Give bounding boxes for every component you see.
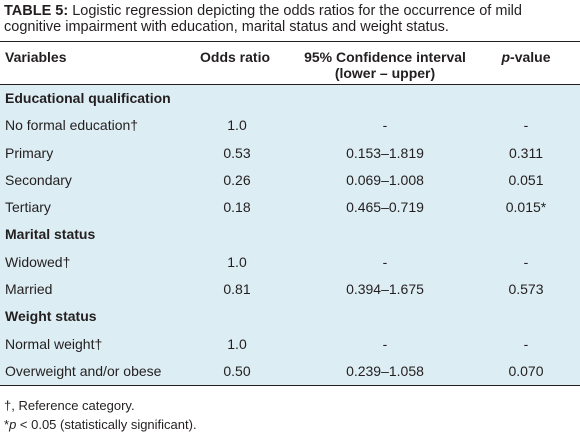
table-caption: TABLE 5: Logistic regression depicting t…	[4, 3, 576, 35]
note-sig-p: p	[9, 417, 17, 432]
cell-odds: 1.0	[227, 117, 247, 134]
table-row: Secondary 0.26 0.069–1.008 0.051	[0, 167, 580, 194]
cell-var: No formal education†	[5, 117, 139, 134]
cell-var: Tertiary	[5, 199, 51, 216]
cell-var: Overweight and/or obese	[5, 362, 162, 379]
header-p-rest: -value	[510, 49, 551, 65]
cell-ci: 0.239–1.058	[346, 362, 424, 379]
header-variables: Variables	[5, 49, 67, 65]
section-row: Marital status	[0, 221, 580, 248]
section-row: Weight status	[0, 303, 580, 330]
cell-odds: 0.18	[223, 199, 251, 216]
header-odds-ratio: Odds ratio	[200, 49, 271, 65]
cell-ci: 0.394–1.675	[346, 281, 424, 298]
table-caption-text: Logistic regression depicting the odds r…	[4, 3, 522, 35]
cell-ci: 0.069–1.008	[346, 171, 424, 188]
table-bottom-rule	[0, 385, 580, 387]
cell-ci: -	[382, 253, 388, 270]
header-p-italic: p	[501, 49, 511, 65]
header-ci-line1: 95% Confidence interval	[304, 49, 466, 65]
cell-p: 0.051	[508, 171, 544, 188]
cell-ci: -	[382, 117, 388, 134]
cell-odds: 0.26	[223, 171, 251, 188]
note-significance: *p < 0.05 (statistically significant).	[4, 415, 197, 434]
cell-odds: 1.0	[227, 335, 247, 352]
table-body: Educational qualification No formal educa…	[0, 85, 580, 385]
cell-odds: 0.81	[223, 281, 251, 298]
cell-p: 0.070	[508, 362, 544, 379]
cell-ci: -	[382, 335, 388, 352]
cell-odds: 0.50	[223, 362, 251, 379]
cell-p: 0.015*	[505, 199, 547, 216]
cell-var: Marital status	[5, 226, 96, 243]
regression-table: Variables Odds ratio 95% Confidence inte…	[0, 41, 580, 387]
table-caption-label: TABLE 5:	[4, 3, 69, 19]
cell-var: Widowed†	[5, 253, 71, 270]
table-row: Widowed† 1.0 - -	[0, 249, 580, 276]
table-row: Tertiary 0.18 0.465–0.719 0.015*	[0, 194, 580, 221]
table-row: Overweight and/or obese 0.50 0.239–1.058 0.…	[0, 358, 580, 385]
header-ci-line2: (lower – upper)	[334, 65, 436, 81]
cell-var: Normal weight†	[5, 335, 103, 352]
cell-odds: 0.53	[223, 144, 251, 161]
cell-ci: 0.465–0.719	[346, 199, 424, 216]
cell-p: 0.573	[508, 281, 544, 298]
cell-var: Secondary	[5, 171, 72, 188]
section-row: Educational qualification	[0, 85, 580, 112]
table-row: Normal weight† 1.0 - -	[0, 331, 580, 358]
cell-odds: 1.0	[227, 253, 247, 270]
note-sig-rest: < 0.05 (statistically significant).	[16, 417, 197, 432]
table-row: Married 0.81 0.394–1.675 0.573	[0, 276, 580, 303]
cell-var: Educational qualification	[5, 90, 171, 106]
cell-ci: 0.153–1.819	[346, 144, 424, 161]
header-confidence-interval: 95% Confidence interval (lower – upper)	[296, 49, 474, 81]
cell-p: -	[523, 253, 529, 270]
table-row: Primary 0.53 0.153–1.819 0.311	[0, 140, 580, 167]
table-row: No formal education† 1.0 - -	[0, 112, 580, 139]
cell-var: Married	[5, 281, 53, 298]
table-notes: †, Reference category. *p < 0.05 (statis…	[4, 396, 197, 434]
cell-p: 0.311	[509, 144, 543, 161]
cell-var: Weight status	[5, 308, 97, 325]
header-p-value: p-value	[488, 49, 564, 65]
cell-p: -	[523, 335, 529, 352]
table-header: Variables Odds ratio 95% Confidence inte…	[0, 41, 580, 85]
note-reference: †, Reference category.	[4, 398, 135, 413]
cell-p: -	[523, 117, 529, 134]
note-sig-star: *	[4, 417, 10, 432]
cell-var: Primary	[5, 144, 54, 161]
